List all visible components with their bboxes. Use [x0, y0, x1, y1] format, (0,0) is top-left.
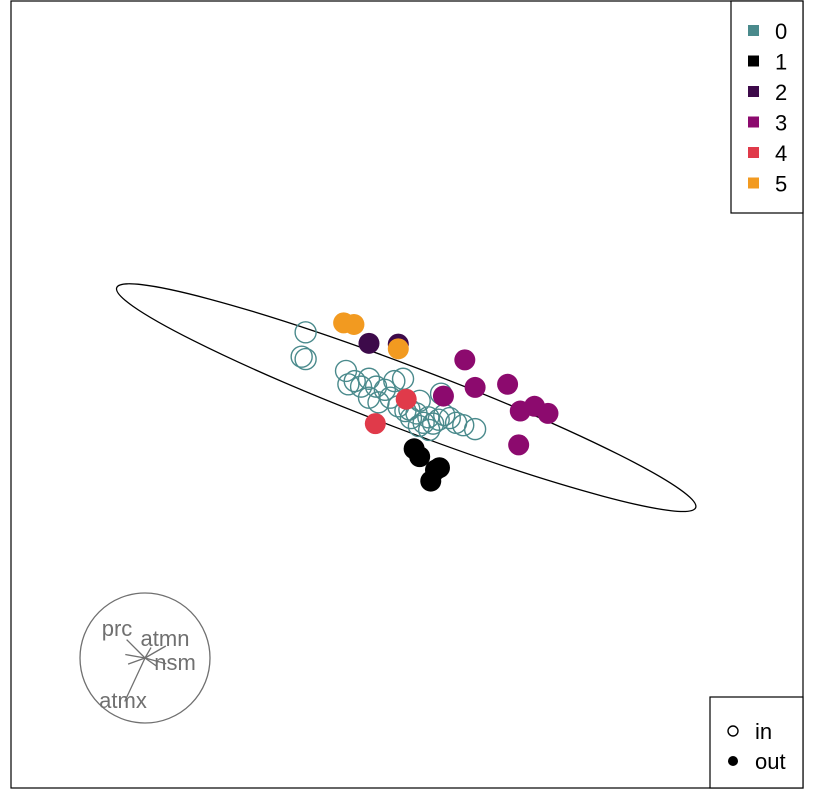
legend-symbol-in	[727, 725, 739, 737]
legend-swatch-0	[748, 25, 759, 36]
biplot-arrow-nsm	[144, 657, 167, 665]
biplot-label-atmx: atmx	[99, 688, 147, 713]
point-group-5-out	[343, 313, 365, 335]
point-group-0-in	[290, 345, 313, 368]
legend-shape: in out	[709, 696, 804, 789]
point-group-0-in	[357, 367, 381, 390]
biplot-spoke	[127, 657, 146, 665]
point-group-0-in	[337, 373, 360, 396]
legend-swatch-2	[748, 86, 759, 97]
point-group-0-in	[383, 369, 406, 393]
point-group-0-in	[412, 411, 435, 435]
point-group-0-in	[463, 417, 487, 441]
point-group-3-out	[508, 434, 530, 456]
point-group-0-in	[373, 378, 397, 401]
biplot-arrow-prc	[126, 639, 146, 659]
plot-frame	[10, 0, 804, 789]
point-group-0-in	[294, 321, 317, 344]
legend-groups-box	[730, 0, 804, 214]
legend-swatch-4	[748, 147, 759, 158]
point-group-4-out	[395, 388, 417, 410]
point-group-0-in	[421, 412, 445, 435]
biplot-arrow-atmn	[144, 645, 167, 659]
point-group-0-in	[407, 414, 431, 438]
confidence-ellipse	[115, 283, 697, 513]
point-group-3-out	[464, 376, 486, 398]
point-group-3-out	[497, 373, 519, 395]
legend-symbol-out	[728, 756, 738, 766]
point-group-0-in	[364, 375, 388, 398]
point-group-3-out	[454, 349, 476, 371]
point-group-0-in	[349, 375, 373, 398]
legend-swatch-3	[748, 116, 759, 128]
legend-label-out: out	[755, 749, 786, 774]
data-points	[290, 312, 559, 492]
biplot-spoke	[144, 647, 152, 659]
legend-label-in: in	[755, 719, 772, 744]
legend-label-3: 3	[775, 111, 787, 136]
legend-label-4: 4	[775, 141, 787, 166]
legend-shape-box	[709, 696, 804, 789]
point-group-4-out	[364, 413, 386, 435]
legend-label-5: 5	[775, 172, 787, 197]
point-group-3-out	[537, 402, 559, 424]
point-group-0-in	[438, 406, 461, 430]
point-group-0-in	[294, 347, 317, 371]
biplot-label-atmn: atmn	[141, 626, 190, 651]
legend-label-0: 0	[775, 19, 787, 44]
point-group-0-in	[417, 418, 441, 442]
biplot-arrow-atmx	[124, 657, 146, 702]
biplot-label-prc: prc	[102, 616, 133, 641]
point-group-3-out	[432, 385, 454, 407]
biplot-circle	[79, 592, 211, 724]
legend-label-1: 1	[775, 50, 787, 75]
legend-swatch-5	[748, 177, 759, 189]
legend-swatch-1	[748, 55, 759, 67]
legend-label-2: 2	[775, 80, 787, 105]
point-group-0-in	[343, 369, 366, 393]
point-group-2-out	[358, 332, 380, 354]
biplot-label-nsm: nsm	[154, 650, 196, 675]
biplot-spoke	[144, 657, 157, 667]
point-group-1-out	[409, 446, 431, 468]
biplot-spoke	[125, 653, 146, 659]
point-group-5-out	[387, 338, 409, 360]
legend-groups: 0 1 2 3 4 5	[730, 0, 804, 214]
point-group-0-in	[452, 413, 475, 437]
point-group-1-out	[420, 470, 442, 492]
